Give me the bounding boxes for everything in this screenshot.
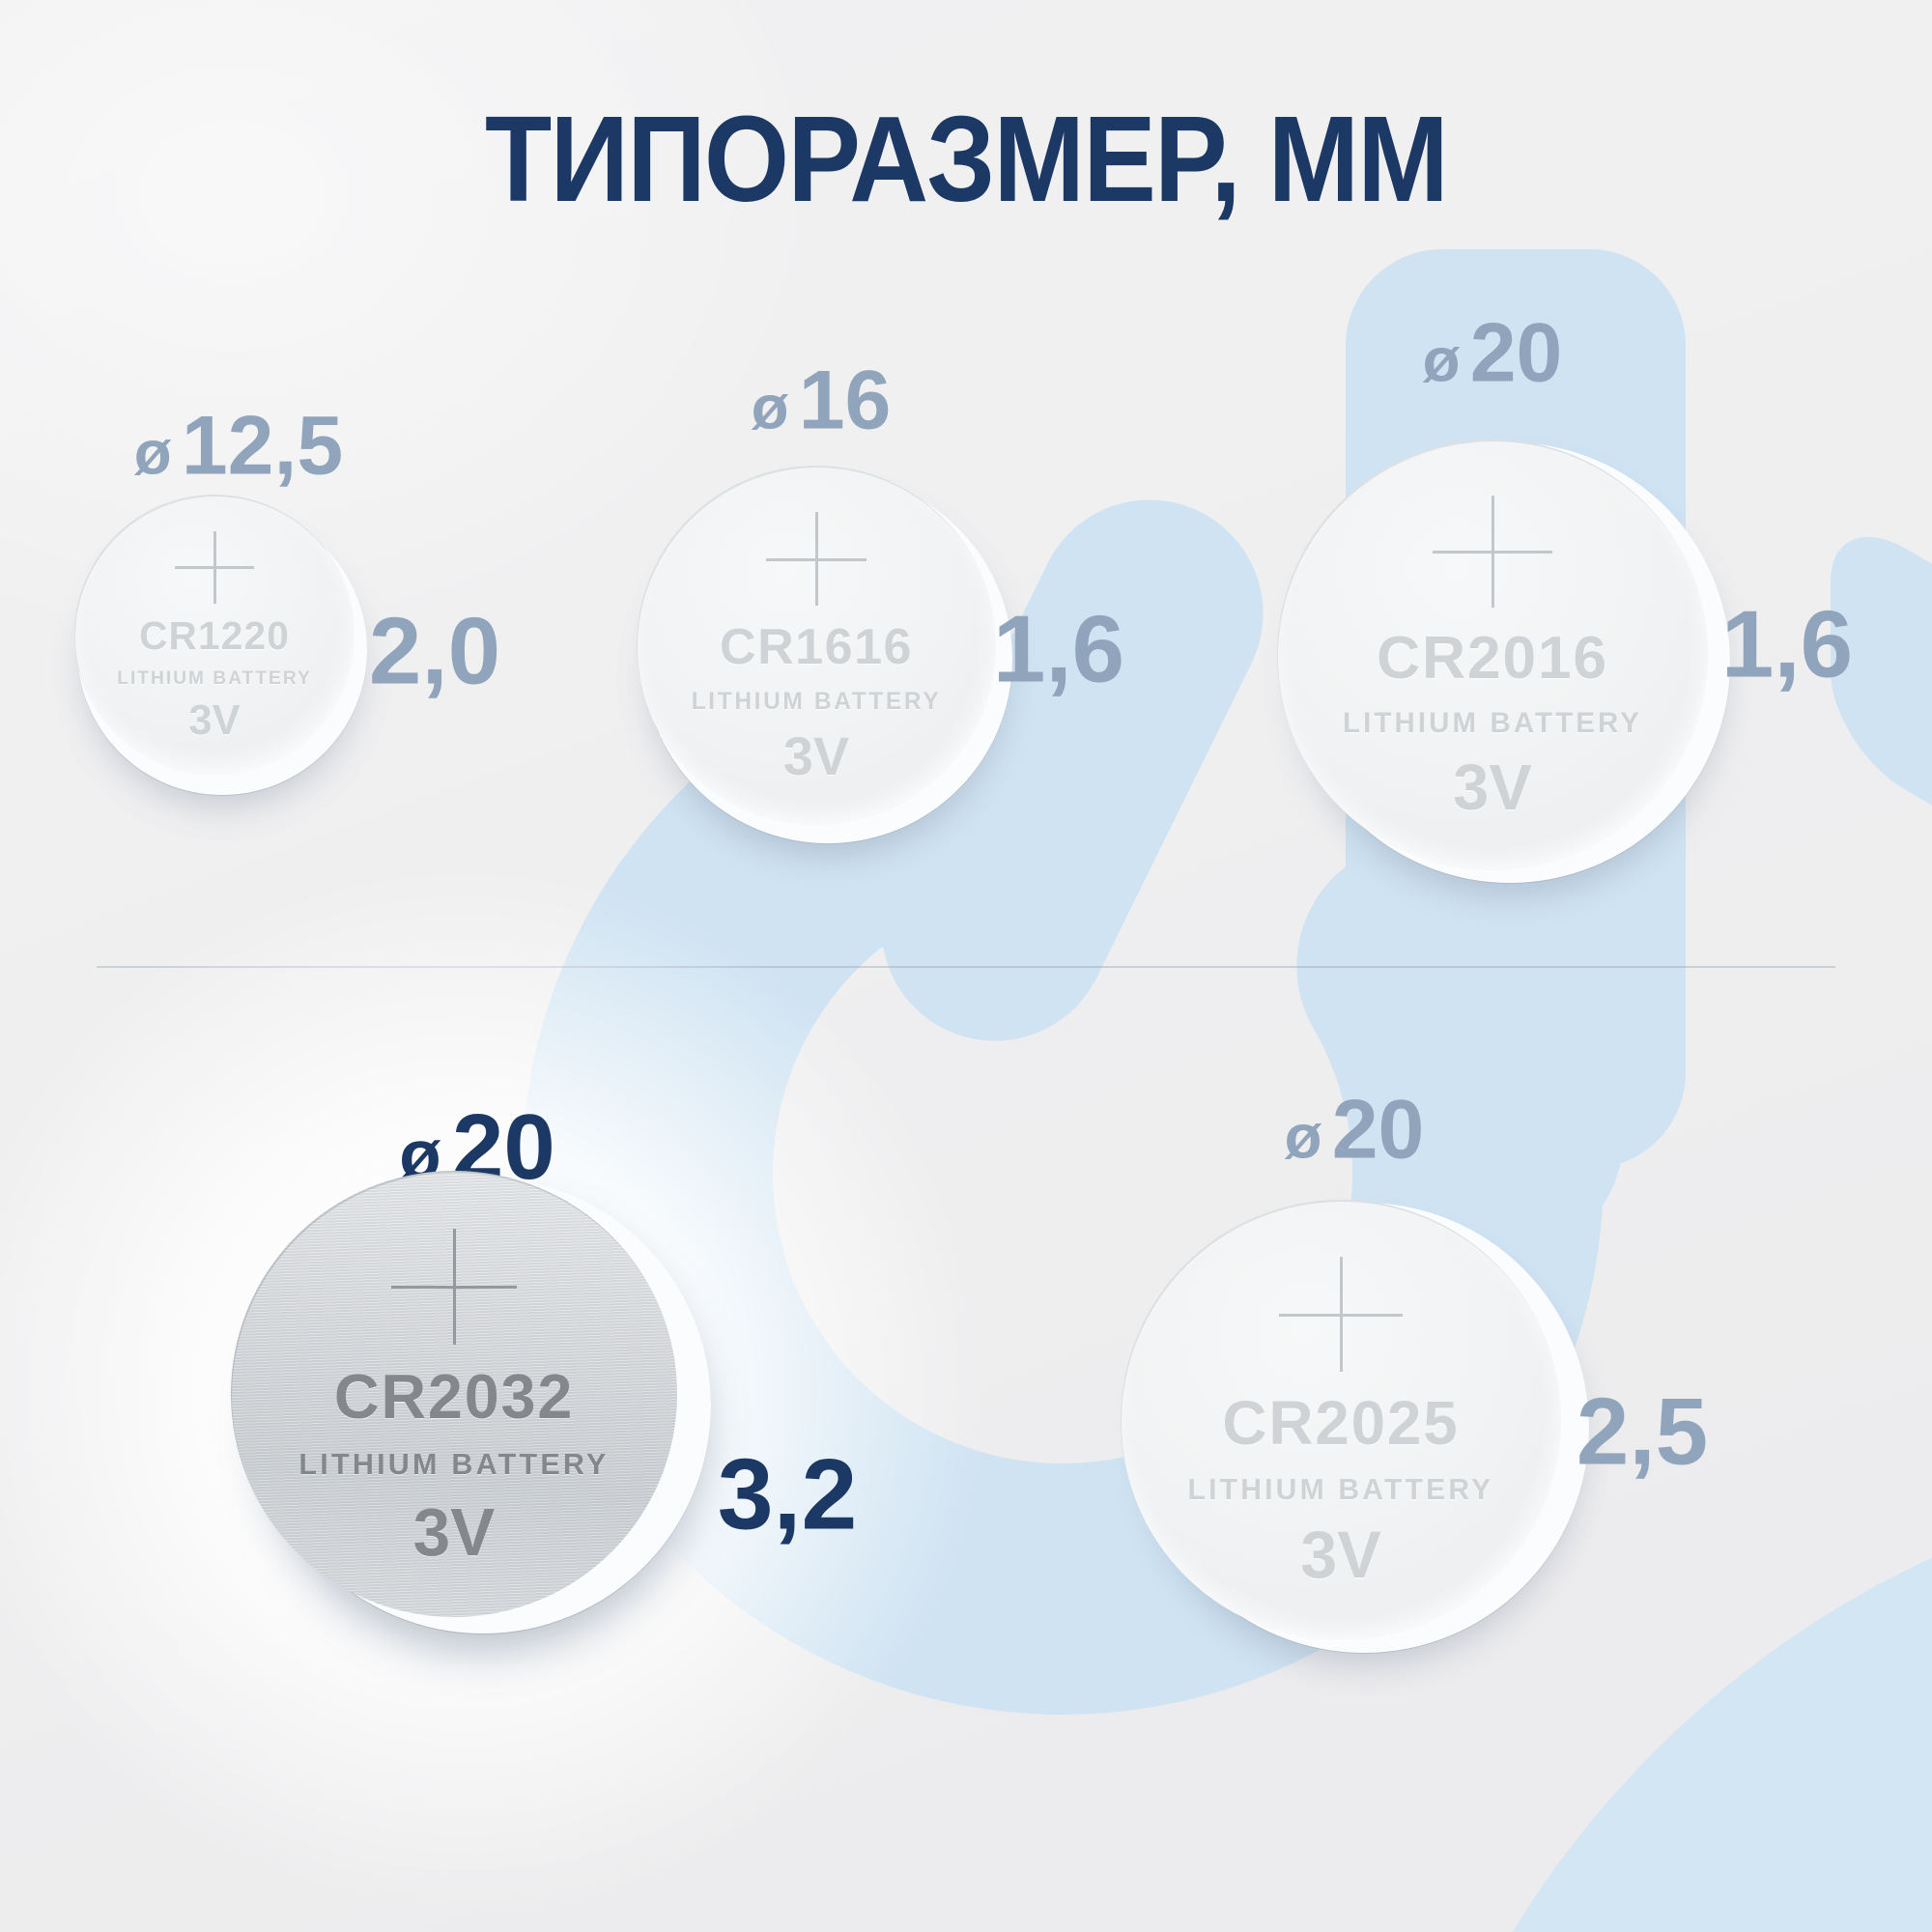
battery-cr2025: CR2025 LITHIUM BATTERY 3V <box>1121 1200 1589 1653</box>
diameter-value: 20 <box>1469 306 1563 400</box>
plus-icon <box>391 1229 518 1346</box>
battery-voltage: 3V <box>782 725 850 787</box>
battery-voltage: 3V <box>412 1494 496 1571</box>
battery-cr1220: CR1220 LITHIUM BATTERY 3V <box>74 495 367 795</box>
diameter-value: 12,5 <box>181 399 344 493</box>
battery-type: LITHIUM BATTERY <box>1187 1473 1494 1506</box>
battery-type: LITHIUM BATTERY <box>298 1448 610 1482</box>
battery-voltage: 3V <box>188 696 241 744</box>
diameter-label: ø 12,5 <box>134 399 343 495</box>
battery-cr1616: CR1616 LITHIUM BATTERY 3V <box>637 466 1012 843</box>
thickness-label: 1,6 <box>1720 590 1854 697</box>
diameter-icon: ø <box>1422 326 1461 395</box>
battery-type: LITHIUM BATTERY <box>1343 707 1642 740</box>
diameter-icon: ø <box>1284 1102 1322 1172</box>
battery-model: CR1616 <box>720 619 913 676</box>
battery-model: CR2016 <box>1377 623 1608 692</box>
page-title: ТИПОРАЗМЕР, ММ <box>485 91 1449 227</box>
battery-face: CR2016 LITHIUM BATTERY 3V <box>1277 440 1708 870</box>
battery-cr2016: CR2016 LITHIUM BATTERY 3V <box>1277 440 1730 883</box>
diameter-value: 20 <box>1331 1083 1425 1177</box>
diameter-icon: ø <box>751 373 789 442</box>
thickness-label: 2,5 <box>1576 1378 1709 1485</box>
plus-icon <box>1279 1257 1403 1372</box>
thickness-label: 1,6 <box>992 595 1125 702</box>
diameter-label: ø 20 <box>1285 1083 1425 1179</box>
battery-face: CR2032 LITHIUM BATTERY 3V <box>231 1171 677 1617</box>
battery-face: CR2025 LITHIUM BATTERY 3V <box>1121 1200 1561 1640</box>
plus-icon <box>175 530 254 605</box>
thickness-label: 2,0 <box>368 597 501 704</box>
battery-voltage: 3V <box>1300 1519 1381 1593</box>
diameter-icon: ø <box>133 418 172 488</box>
battery-voltage: 3V <box>1453 752 1532 825</box>
corner-arc-shape <box>1513 1557 1932 1932</box>
diameter-label: ø 16 <box>752 354 892 449</box>
diameter-value: 16 <box>798 354 892 447</box>
battery-face: CR1220 LITHIUM BATTERY 3V <box>74 495 355 775</box>
battery-face: CR1616 LITHIUM BATTERY 3V <box>637 466 996 825</box>
battery-model: CR1220 <box>139 613 290 659</box>
thickness-label: 3,2 <box>717 1438 858 1551</box>
plus-icon <box>1432 495 1553 608</box>
battery-type: LITHIUM BATTERY <box>691 689 942 716</box>
right-edge-shape <box>1831 536 1932 899</box>
battery-model: CR2025 <box>1222 1387 1460 1458</box>
battery-cr2032: CR2032 LITHIUM BATTERY 3V <box>231 1171 711 1634</box>
battery-model: CR2032 <box>333 1361 575 1433</box>
battery-type: LITHIUM BATTERY <box>117 668 312 690</box>
diameter-label: ø 20 <box>1423 306 1563 402</box>
plus-icon <box>765 512 867 606</box>
